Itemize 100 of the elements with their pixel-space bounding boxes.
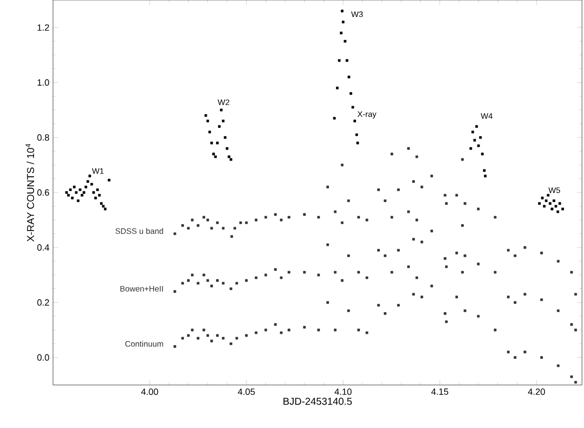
point — [196, 282, 200, 285]
point — [570, 375, 573, 378]
y-tick-label: 0.2 — [37, 299, 50, 306]
point — [264, 274, 268, 276]
point — [556, 364, 560, 368]
point — [222, 282, 225, 285]
point — [540, 252, 543, 254]
point — [514, 254, 516, 258]
point — [444, 257, 446, 260]
point — [216, 221, 219, 224]
x-tick-label: 4.20 — [528, 388, 545, 395]
y-tick-label: 0.6 — [37, 189, 50, 196]
y-axis-title: X-RAY COUNTS / 10$^{4}$ — [26, 144, 34, 242]
point — [397, 248, 400, 252]
point — [412, 238, 415, 241]
point — [190, 274, 194, 276]
point — [274, 268, 277, 271]
point — [412, 292, 415, 296]
point — [347, 254, 350, 258]
point — [477, 262, 480, 266]
point — [556, 260, 560, 263]
x-tick-label: 4.15 — [431, 388, 448, 395]
point — [230, 287, 232, 290]
point — [357, 270, 360, 274]
point — [412, 180, 415, 183]
point — [187, 334, 190, 337]
point — [187, 279, 190, 282]
point — [230, 342, 232, 346]
point — [390, 152, 394, 156]
point — [477, 314, 480, 318]
point — [524, 246, 526, 249]
point — [190, 328, 194, 332]
point — [280, 276, 283, 280]
point — [366, 276, 368, 280]
point — [174, 232, 176, 236]
point — [245, 221, 248, 224]
point — [187, 226, 190, 230]
point — [377, 248, 380, 252]
point — [347, 309, 350, 312]
point — [507, 248, 510, 252]
point — [377, 188, 380, 192]
point — [464, 309, 466, 312]
point — [461, 224, 464, 227]
point — [274, 323, 277, 326]
point — [264, 328, 268, 332]
point — [357, 328, 360, 332]
point — [245, 334, 248, 337]
point — [288, 270, 290, 274]
point — [235, 282, 238, 285]
point — [317, 274, 320, 276]
point — [494, 328, 496, 332]
point — [303, 326, 306, 329]
point — [334, 328, 336, 332]
point — [416, 276, 418, 280]
x-axis-title: BJD-2453140.5 — [284, 398, 352, 405]
point — [202, 216, 206, 219]
point — [206, 334, 210, 337]
y-tick-label: 1.0 — [38, 79, 50, 86]
point — [384, 199, 386, 202]
point — [280, 218, 283, 222]
point — [445, 320, 448, 324]
point — [420, 296, 424, 298]
point — [430, 284, 434, 288]
point — [303, 270, 306, 274]
annotation: W5 — [548, 187, 560, 194]
point — [430, 174, 434, 178]
point — [222, 336, 225, 340]
point — [280, 331, 283, 334]
series-label: Bowen+HeII — [120, 286, 163, 292]
series-label: X-ray — [357, 111, 376, 119]
point — [245, 279, 248, 282]
point — [326, 301, 329, 304]
point — [206, 218, 210, 222]
point — [326, 243, 329, 246]
point — [494, 270, 496, 274]
point — [254, 331, 258, 334]
point — [181, 282, 184, 285]
point — [507, 296, 510, 298]
point — [384, 312, 386, 315]
y-tick-label: 0.0 — [37, 354, 50, 361]
point — [288, 216, 290, 219]
point — [445, 202, 448, 205]
point — [574, 292, 577, 296]
point — [174, 345, 176, 348]
point — [464, 202, 466, 205]
point — [390, 216, 394, 219]
point — [524, 292, 526, 296]
y-tick-label: 1.2 — [38, 24, 50, 31]
point — [461, 270, 464, 274]
point — [366, 218, 368, 222]
annotation: W2 — [218, 99, 230, 106]
point — [390, 270, 394, 274]
point — [574, 328, 577, 332]
point — [416, 155, 418, 158]
point — [210, 284, 213, 288]
point — [507, 350, 510, 354]
x-tick-label: 4.00 — [141, 388, 158, 395]
point — [202, 328, 206, 332]
point — [210, 226, 213, 230]
point — [222, 226, 225, 230]
